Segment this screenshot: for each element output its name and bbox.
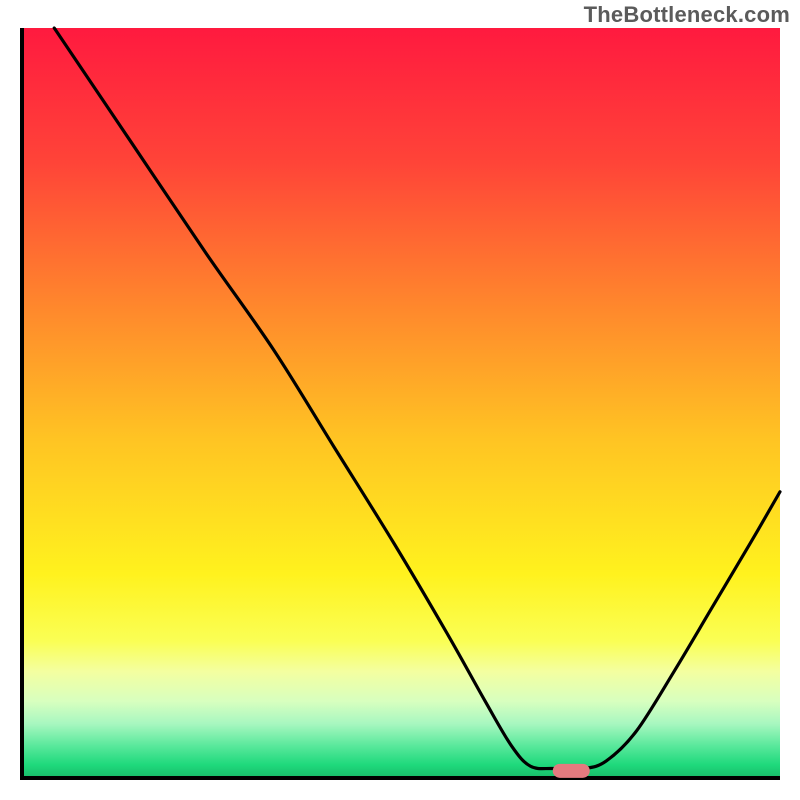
bottleneck-curve (24, 28, 780, 776)
curve-path (54, 28, 780, 769)
optimal-marker (553, 764, 589, 778)
chart-plot-area (20, 28, 780, 780)
watermark-text: TheBottleneck.com (584, 2, 790, 28)
